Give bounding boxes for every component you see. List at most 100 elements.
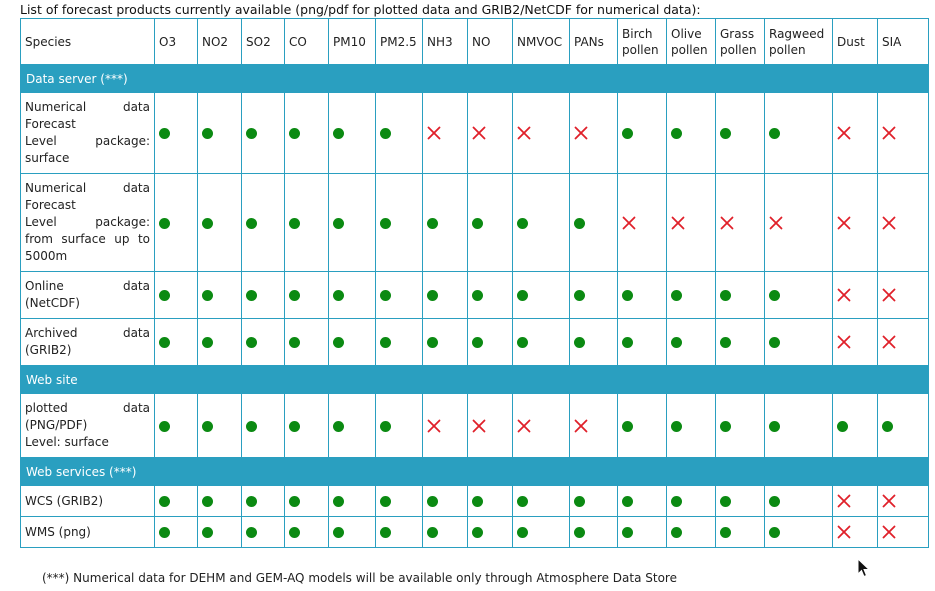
availability-cell: [241, 92, 285, 174]
green-dot-icon: [333, 290, 344, 301]
availability-cell: [877, 271, 929, 319]
green-dot-icon: [380, 128, 391, 139]
availability-cell: [328, 393, 376, 458]
availability-cell: [832, 173, 878, 272]
availability-cell: [375, 485, 423, 517]
red-cross-icon: [882, 216, 896, 230]
availability-cell: [617, 173, 667, 272]
availability-cell: [512, 92, 570, 174]
availability-cell: [154, 271, 198, 319]
green-dot-icon: [202, 496, 213, 507]
red-cross-icon: [517, 126, 531, 140]
availability-cell: [832, 516, 878, 548]
availability-cell: [666, 393, 716, 458]
row-label: WCS (GRIB2): [20, 485, 155, 517]
green-dot-icon: [159, 217, 170, 229]
row-label-line: Level: surface: [25, 435, 109, 449]
green-dot-icon: [289, 527, 300, 538]
red-cross-icon: [427, 126, 441, 140]
green-dot-icon: [622, 496, 633, 507]
availability-cell: [617, 318, 667, 366]
availability-cell: [467, 173, 513, 272]
table-header-row: Species O3 NO2 SO2 CO PM10 PM2.5 NH3 NO NMVOC PAN…: [20, 18, 929, 65]
availability-cell: [569, 393, 618, 458]
availability-cell: [241, 485, 285, 517]
availability-cell: [328, 485, 376, 517]
availability-cell: [154, 485, 198, 517]
availability-cell: [197, 92, 242, 174]
availability-cell: [832, 92, 878, 174]
availability-cell: [569, 516, 618, 548]
availability-cell: [197, 485, 242, 517]
availability-cell: [617, 516, 667, 548]
availability-cell: [666, 318, 716, 366]
column-header: Dust: [832, 18, 878, 65]
red-cross-icon: [882, 494, 896, 508]
green-dot-icon: [427, 527, 438, 538]
column-header: Olive pollen: [666, 18, 716, 65]
availability-cell: [241, 173, 285, 272]
green-dot-icon: [427, 496, 438, 507]
green-dot-icon: [622, 290, 633, 301]
availability-cell: [375, 92, 423, 174]
green-dot-icon: [671, 420, 682, 432]
availability-cell: [512, 173, 570, 272]
green-dot-icon: [159, 290, 170, 301]
red-cross-icon: [720, 216, 734, 230]
availability-cell: [832, 271, 878, 319]
availability-cell: [284, 173, 329, 272]
red-cross-icon: [574, 126, 588, 140]
green-dot-icon: [622, 420, 633, 432]
green-dot-icon: [333, 337, 344, 348]
row-label-line: from surface up to: [25, 232, 150, 246]
green-dot-icon: [769, 420, 780, 432]
green-dot-icon: [769, 290, 780, 301]
availability-cell: [422, 393, 468, 458]
forecast-products-table: Species O3 NO2 SO2 CO PM10 PM2.5 NH3 NO NMVOC PAN…: [20, 18, 929, 548]
availability-cell: [715, 485, 765, 517]
availability-cell: [715, 393, 765, 458]
availability-cell: [422, 271, 468, 319]
green-dot-icon: [333, 128, 344, 139]
availability-cell: [284, 485, 329, 517]
green-dot-icon: [720, 337, 731, 348]
green-dot-icon: [517, 337, 528, 348]
green-dot-icon: [289, 496, 300, 507]
red-cross-icon: [837, 525, 851, 539]
availability-cell: [328, 318, 376, 366]
green-dot-icon: [333, 527, 344, 538]
availability-cell: [512, 393, 570, 458]
availability-cell: [467, 485, 513, 517]
red-cross-icon: [837, 216, 851, 230]
red-cross-icon: [837, 288, 851, 302]
green-dot-icon: [769, 527, 780, 538]
row-label-line: surface: [25, 151, 70, 165]
section-title: Data server (***): [20, 64, 929, 93]
green-dot-icon: [671, 128, 682, 139]
availability-cell: [154, 516, 198, 548]
green-dot-icon: [622, 527, 633, 538]
availability-cell: [154, 318, 198, 366]
availability-cell: [877, 485, 929, 517]
section-header-row: Web services (***): [20, 457, 929, 486]
row-label-line: Online data: [25, 279, 150, 293]
green-dot-icon: [333, 420, 344, 432]
row-label-line: (GRIB2): [25, 343, 72, 357]
green-dot-icon: [202, 420, 213, 432]
column-header: O3: [154, 18, 198, 65]
column-header: Ragweed pollen: [764, 18, 833, 65]
availability-cell: [569, 173, 618, 272]
availability-cell: [715, 516, 765, 548]
row-label-line: WMS (png): [25, 524, 91, 539]
availability-cell: [764, 318, 833, 366]
green-dot-icon: [427, 217, 438, 229]
column-header: PANs: [569, 18, 618, 65]
row-label: Numerical data Forecast Level package: surf…: [20, 92, 155, 174]
green-dot-icon: [427, 290, 438, 301]
green-dot-icon: [671, 290, 682, 301]
row-label: Numerical data Forecast Level package: from…: [20, 173, 155, 272]
availability-cell: [666, 92, 716, 174]
row-label-line: Forecast: [25, 198, 76, 212]
availability-cell: [569, 485, 618, 517]
green-dot-icon: [159, 337, 170, 348]
